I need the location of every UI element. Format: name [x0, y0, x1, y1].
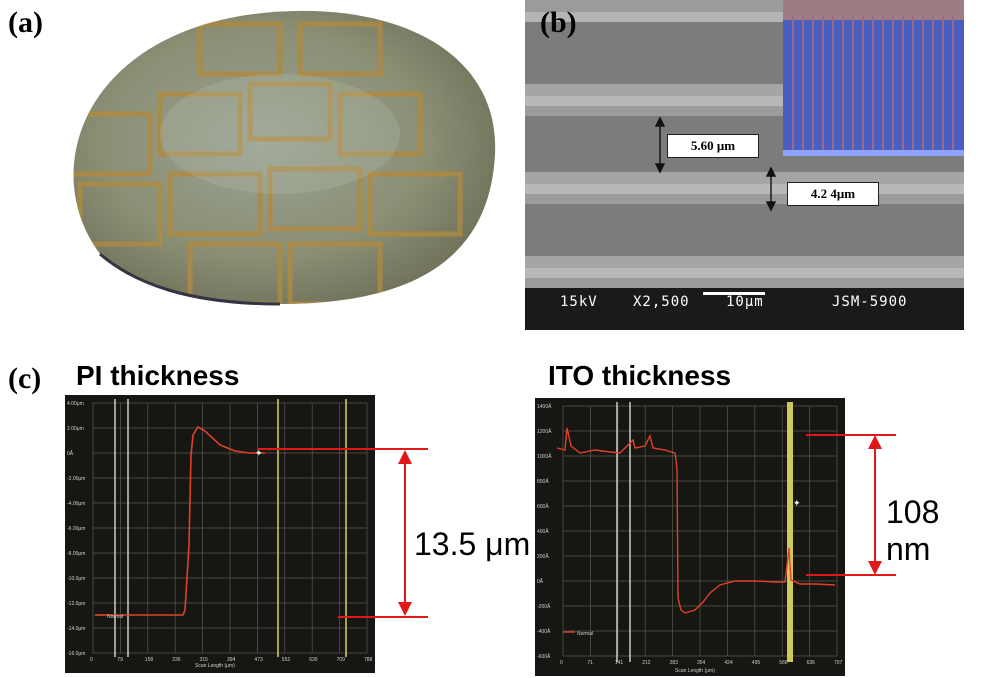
pi-y-tick-label: -8.00μm — [67, 551, 85, 557]
cursor-icon: ✦ — [793, 498, 801, 508]
ito-x-tick-label: 283 — [670, 660, 679, 666]
sem-instrument: JSM-5900 — [832, 294, 908, 310]
pi-y-tick-label: 2.00μm — [67, 426, 84, 432]
ito-x-tick-label: 424 — [724, 660, 733, 666]
pi-thickness-value: 13.5 μm — [414, 526, 531, 562]
ito-y-tick-label: 600Å — [537, 503, 549, 510]
ito-x-tick-label: 636 — [807, 660, 816, 666]
ito-x-tick-label: 495 — [752, 660, 761, 666]
ito-y-tick-label: 0Å — [537, 578, 544, 585]
pi-legend: Normal — [107, 614, 123, 620]
ito-x-label: Scan Length (μm) — [675, 668, 715, 674]
ito-y-tick-label: -200Å — [537, 603, 551, 610]
width-label: 4.2 4μm — [787, 182, 879, 206]
pi-thickness-title: PI thickness — [76, 360, 240, 391]
pi-y-tick-label: -12.0μm — [67, 601, 85, 607]
ito-y-tick-label: 200Å — [537, 553, 549, 560]
pi-x-tick-label: 79 — [117, 657, 123, 663]
pi-x-tick-label: 630 — [309, 657, 318, 663]
pi-y-tick-label: -16.0μm — [67, 651, 85, 657]
pi-x-tick-label: 709 — [337, 657, 346, 663]
ito-legend: Normal — [577, 631, 593, 637]
pi-y-tick-label: -6.00μm — [67, 526, 85, 532]
pi-x-label: Scan Length (μm) — [195, 663, 235, 669]
wafer-photo — [73, 10, 496, 306]
ito-y-tick-label: 400Å — [537, 528, 549, 535]
ito-thickness-value: 108 nm — [886, 494, 940, 567]
ito-y-tick-label: -600Å — [537, 653, 551, 660]
ito-y-tick-label: -400Å — [537, 628, 551, 635]
sem-scale: 10μm — [726, 294, 764, 310]
pi-y-tick-label: -4.00μm — [67, 501, 85, 507]
ito-x-tick-label: 707 — [834, 660, 843, 666]
ito-x-tick-label: 212 — [642, 660, 651, 666]
pi-x-tick-label: 236 — [172, 657, 181, 663]
ito-y-tick-label: 1400Å — [537, 403, 552, 410]
panel-a-label: (a) — [8, 6, 43, 39]
ito-x-tick-label: 141 — [615, 660, 624, 666]
pi-profile-screen: 4.00μm 2.00μm 0Å -2.00μm -4.00μm -6.00μm -8.00… — [65, 395, 375, 673]
ito-profile-screen: 1400Å 1200Å 1000Å 800Å 600Å 400Å 200Å 0Å -200Å -4… — [535, 398, 845, 676]
ito-y-tick-label: 1000Å — [537, 453, 552, 460]
ito-measurement-overlay — [806, 434, 896, 576]
panel-b-label: (b) — [540, 6, 577, 39]
pi-y-tick-label: 4.00μm — [67, 401, 84, 407]
pi-x-tick-label: 315 — [200, 657, 209, 663]
ito-x-tick-label: 0 — [560, 660, 563, 666]
ito-thickness-title: ITO thickness — [548, 360, 732, 391]
spacing-label: 5.60 μm — [667, 134, 759, 158]
ito-x-tick-label: 354 — [697, 660, 706, 666]
pi-y-tick-label: 0Å — [67, 450, 74, 457]
pi-x-tick-label: 788 — [364, 657, 373, 663]
panel-c-label: (c) — [8, 362, 42, 395]
pi-x-tick-label: 158 — [145, 657, 154, 663]
pi-y-tick-label: -14.0μm — [67, 626, 85, 632]
ito-y-tick-label: 1200Å — [537, 428, 552, 435]
ito-y-tick-label: 800Å — [537, 478, 549, 485]
pi-x-tick-label: 552 — [282, 657, 291, 663]
pi-x-tick-label: 0 — [90, 657, 93, 663]
pi-measurement-overlay — [258, 448, 428, 618]
sem-voltage: 15kV — [560, 294, 598, 310]
pi-y-tick-label: -10.0μm — [67, 576, 85, 582]
pi-x-tick-label: 473 — [254, 657, 263, 663]
ito-x-tick-label: 71 — [587, 660, 593, 666]
sem-magnification: X2,500 — [633, 294, 690, 310]
ito-x-tick-label: 566 — [779, 660, 788, 666]
pi-x-tick-label: 394 — [227, 657, 236, 663]
cursor-icon: ✦ — [255, 448, 263, 458]
pi-y-tick-label: -2.00μm — [67, 476, 85, 482]
sem-image — [525, 0, 964, 330]
